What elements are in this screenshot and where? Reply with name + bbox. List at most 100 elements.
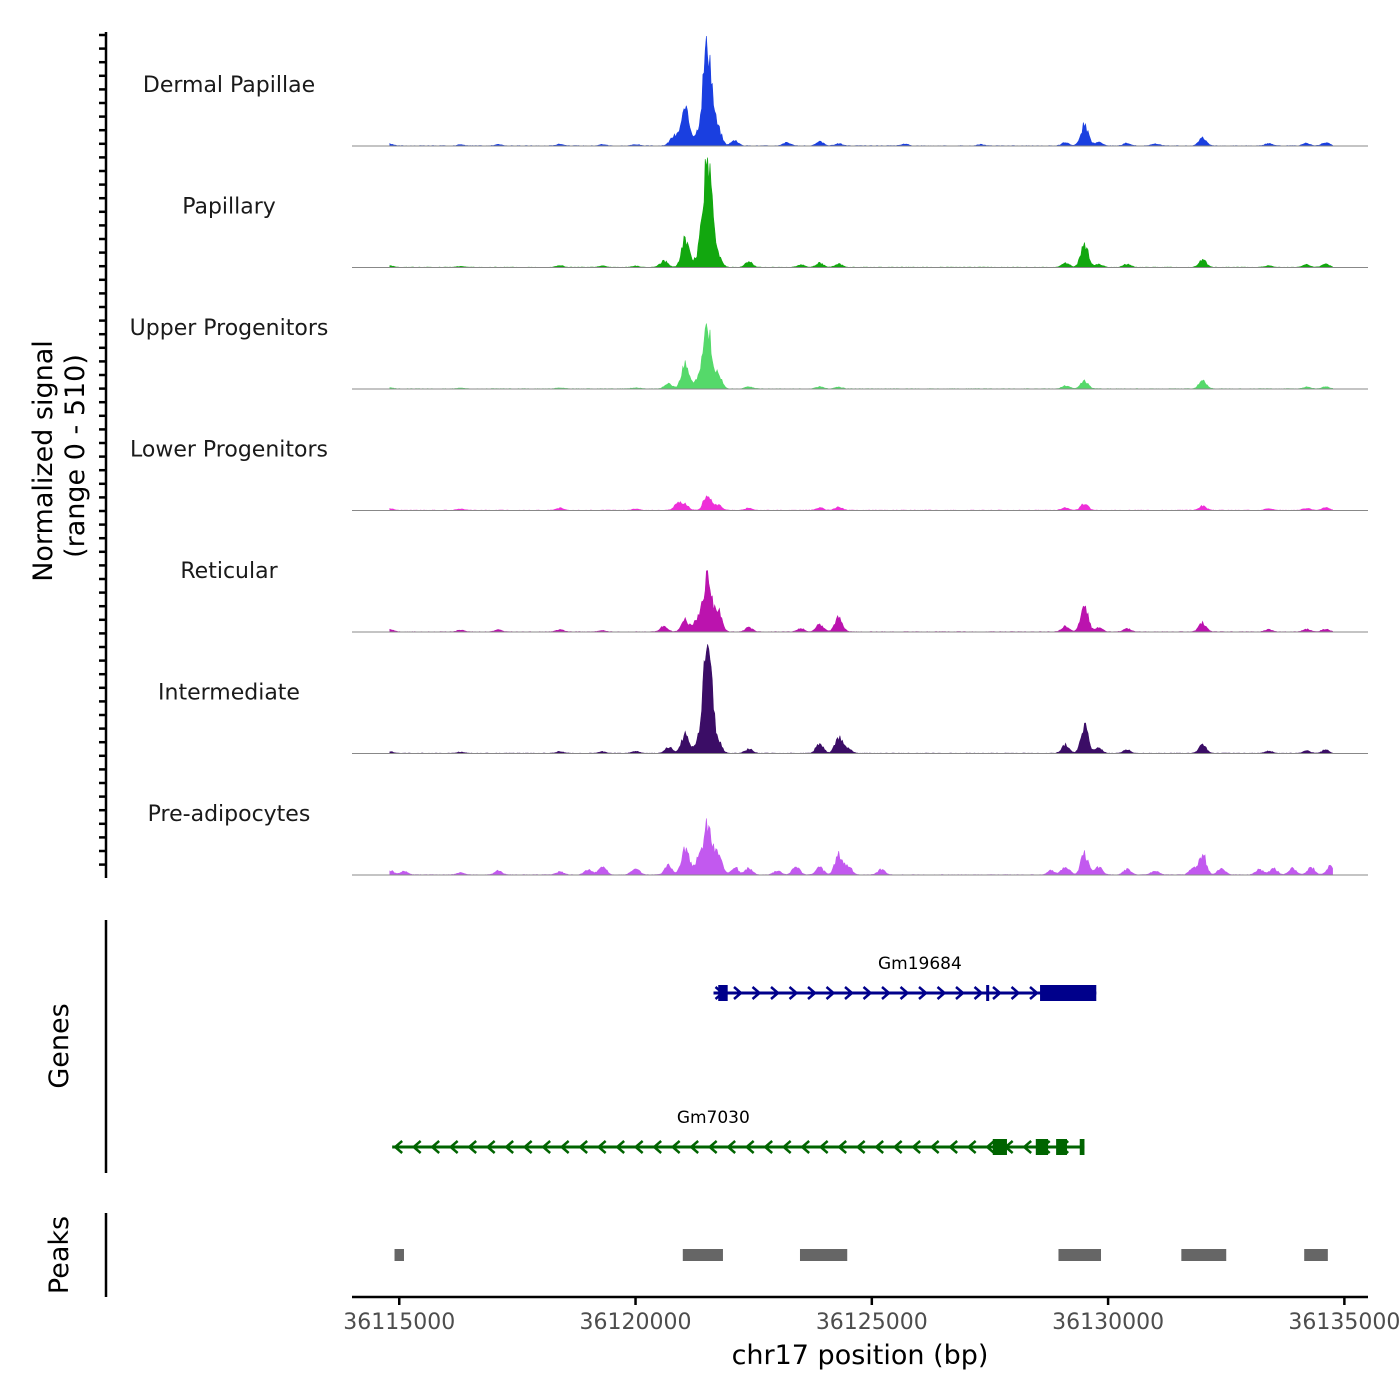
strand-arrow <box>596 1140 607 1154</box>
coverage-area <box>389 35 1333 147</box>
strand-arrow <box>985 1140 995 1154</box>
y-axis-title: Normalized signal <box>28 340 59 582</box>
track-5: Reticular <box>180 559 1368 633</box>
strand-arrow <box>751 986 762 1000</box>
peaks-title: Peaks <box>44 1216 75 1294</box>
exon <box>718 985 728 1001</box>
x-tick-label: 36130000 <box>1052 1310 1164 1335</box>
strand-arrow <box>855 1140 866 1154</box>
strand-arrow <box>689 1140 699 1154</box>
track-label: Reticular <box>180 559 278 584</box>
strand-arrow <box>992 986 1002 1000</box>
strand-arrow <box>825 986 836 1000</box>
gene-label: Gm19684 <box>878 954 962 974</box>
x-tick-label: 36120000 <box>580 1310 692 1335</box>
strand-arrow <box>430 1140 440 1154</box>
x-tick-label: 36125000 <box>816 1310 928 1335</box>
strand-arrow <box>633 1140 644 1154</box>
coverage-area <box>389 570 1333 633</box>
strand-arrow <box>652 1140 662 1154</box>
strand-arrow <box>559 1140 570 1154</box>
track-label: Pre-adipocytes <box>148 802 311 827</box>
exon <box>1056 1139 1067 1155</box>
coverage-area <box>389 157 1333 268</box>
strand-arrow <box>770 986 780 1000</box>
strand-arrow <box>1029 986 1039 1000</box>
strand-arrow <box>1022 1140 1032 1154</box>
strand-arrow <box>733 986 743 1000</box>
coverage-area <box>389 323 1333 390</box>
strand-arrow <box>411 1140 422 1154</box>
gene-Gm7030: Gm7030 <box>392 1108 1085 1155</box>
x-axis-title: chr17 position (bp) <box>732 1340 989 1371</box>
track-label: Intermediate <box>158 681 300 706</box>
strand-arrow <box>929 1140 940 1154</box>
exon <box>1035 1139 1049 1155</box>
track-label: Upper Progenitors <box>130 316 329 341</box>
exon <box>1079 1139 1085 1155</box>
strand-arrow <box>800 1140 810 1154</box>
peak-region <box>1304 1249 1328 1261</box>
track-7: Pre-adipocytes <box>148 802 1368 876</box>
exon <box>1040 985 1097 1001</box>
strand-arrow <box>837 1140 847 1154</box>
track-label: Lower Progenitors <box>130 438 328 463</box>
track-label: Dermal Papillae <box>143 73 315 98</box>
strand-arrow <box>448 1140 459 1154</box>
strand-arrow <box>393 1140 403 1154</box>
peak-track <box>394 1249 1328 1261</box>
peak-region <box>799 1249 848 1261</box>
strand-arrow <box>844 986 854 1000</box>
strand-arrow <box>788 986 799 1000</box>
coverage-area <box>389 495 1333 511</box>
strand-arrow <box>707 1140 718 1154</box>
strand-arrow <box>763 1140 773 1154</box>
strand-arrow <box>522 1140 533 1154</box>
track-3: Upper Progenitors <box>130 316 1368 390</box>
track-2: Papillary <box>182 157 1368 268</box>
strand-arrow <box>874 1140 884 1154</box>
strand-arrow <box>615 1140 625 1154</box>
x-tick-label: 36135000 <box>1288 1310 1400 1335</box>
strand-arrow <box>541 1140 551 1154</box>
strand-arrow <box>1010 986 1021 1000</box>
strand-arrow <box>578 1140 588 1154</box>
peak-region <box>394 1249 404 1261</box>
strand-arrow <box>504 1140 514 1154</box>
strand-arrow <box>892 1140 903 1154</box>
exon <box>992 1139 1007 1155</box>
strand-arrow <box>485 1140 496 1154</box>
track-6: Intermediate <box>158 644 1368 754</box>
strand-arrow <box>744 1140 755 1154</box>
strand-arrow <box>918 986 928 1000</box>
strand-arrow <box>911 1140 921 1154</box>
track-4: Lower Progenitors <box>130 438 1368 511</box>
strand-arrow <box>881 986 891 1000</box>
strand-arrow <box>467 1140 477 1154</box>
strand-arrow <box>899 986 910 1000</box>
peak-region <box>682 1249 723 1261</box>
peak-region <box>1058 1249 1102 1261</box>
x-tick-label: 36115000 <box>343 1310 455 1335</box>
coverage-area <box>389 644 1333 754</box>
strand-arrow <box>973 986 984 1000</box>
exon <box>986 985 990 1001</box>
gene-label: Gm7030 <box>677 1108 750 1128</box>
track-1: Dermal Papillae <box>143 35 1368 147</box>
strand-arrow <box>948 1140 958 1154</box>
strand-arrow <box>862 986 873 1000</box>
strand-arrow <box>807 986 817 1000</box>
strand-arrow <box>936 986 947 1000</box>
coverage-area <box>389 818 1333 876</box>
strand-arrow <box>670 1140 681 1154</box>
coverage-tracks: Dermal Papillae Papillary Upper Progenitor… <box>130 35 1368 876</box>
strand-arrow <box>781 1140 792 1154</box>
strand-arrow <box>955 986 965 1000</box>
genes-title: Genes <box>44 1003 75 1088</box>
strand-arrow <box>818 1140 829 1154</box>
y-axis-range: (range 0 - 510) <box>60 354 91 558</box>
gene-Gm19684: Gm19684 <box>713 954 1097 1001</box>
peak-region <box>1181 1249 1227 1261</box>
strand-arrow <box>726 1140 736 1154</box>
